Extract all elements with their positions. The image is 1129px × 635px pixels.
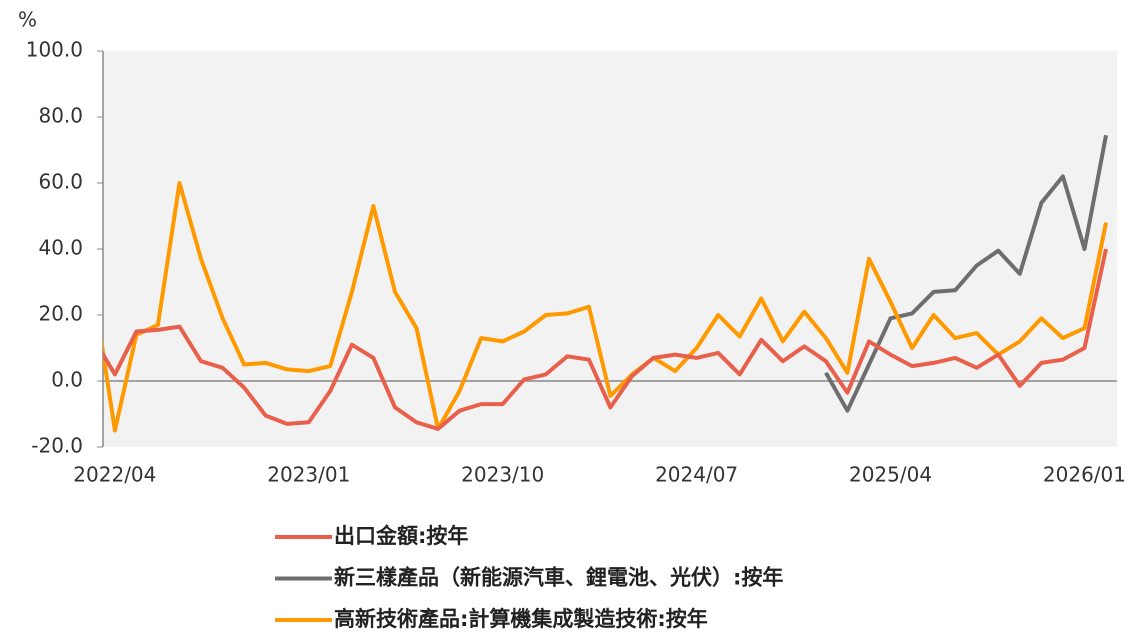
series-line <box>824 134 1108 413</box>
legend-label: 新三樣產品（新能源汽車、鋰電池、光伏）:按年 <box>334 566 783 590</box>
x-tick-label: 2022/04 <box>73 463 156 487</box>
y-tick-label: 80.0 <box>38 104 83 128</box>
y-tick-label: 60.0 <box>38 170 83 194</box>
plot-area <box>103 134 1108 433</box>
y-tick-label: 100.0 <box>26 38 83 62</box>
y-tick-label: -20.0 <box>31 434 83 458</box>
legend-label: 高新技術產品:計算機集成製造技術:按年 <box>334 607 708 631</box>
x-tick-label: 2023/01 <box>267 463 350 487</box>
y-tick-label: 20.0 <box>38 302 83 326</box>
series-line <box>103 248 1108 431</box>
x-tick-label: 2025/04 <box>849 463 932 487</box>
y-unit: % <box>18 8 37 32</box>
x-tick-label: 2026/01 <box>1043 463 1126 487</box>
series-line <box>103 181 1108 433</box>
x-tick-label: 2024/07 <box>655 463 738 487</box>
legend-label: 出口金額:按年 <box>334 524 468 548</box>
y-tick-label: 40.0 <box>38 236 83 260</box>
x-tick-label: 2023/10 <box>461 463 544 487</box>
y-tick-label: 0.0 <box>51 368 83 392</box>
